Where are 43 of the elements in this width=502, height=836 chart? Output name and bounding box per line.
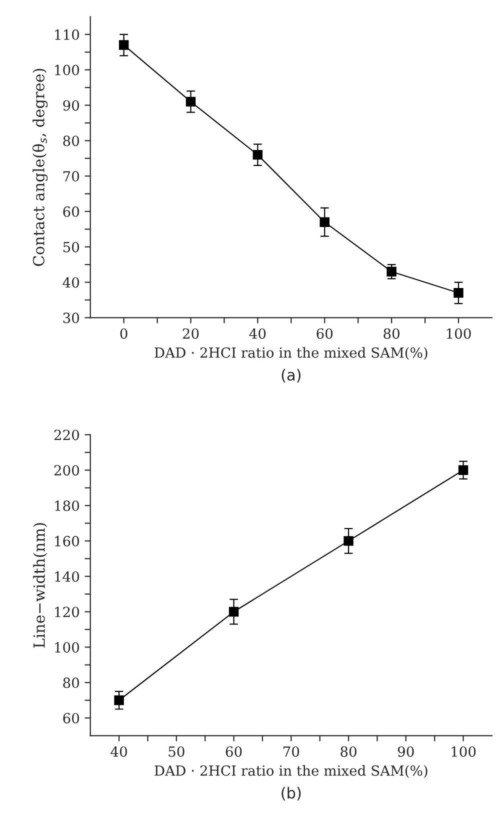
x-tick-label: 90 [398, 746, 414, 757]
y-tick-label: 160 [55, 536, 80, 546]
point [114, 695, 124, 706]
y-tick-label: 140 [55, 571, 80, 582]
x-tick-label: 80 [340, 746, 356, 757]
x-tick-label: 0 [120, 328, 128, 339]
y-tick-label: 200 [54, 465, 80, 476]
y-tick-label: 80 [63, 678, 80, 688]
x-tick-label: 100 [446, 328, 471, 339]
x-tick-label: 20 [182, 328, 199, 339]
text: (b) [282, 786, 301, 800]
x-tick-label: 40 [110, 746, 127, 757]
y-tick-label: 100 [55, 64, 80, 76]
x-tick-label: 100 [452, 746, 476, 757]
y-tick-label: 80 [63, 136, 80, 146]
x-tick-label: 80 [384, 328, 400, 339]
point [344, 536, 354, 546]
y-tick-label: 220 [54, 430, 80, 440]
x-axis-title: DAD · 2HCI ratio in the mixed SAM(%) [154, 347, 428, 360]
point [118, 40, 129, 50]
text: (a) [282, 368, 300, 382]
x-axis-title: DAD · 2HCI ratio in the mixed SAM(%) [154, 765, 428, 778]
y-tick-label: 60 [63, 712, 80, 724]
x-tick-label: 70 [283, 746, 300, 757]
x-tick-label: 60 [226, 746, 242, 757]
x-tick-label: 50 [168, 746, 184, 757]
y-tick-label: 90 [63, 100, 80, 111]
y-tick-label: 60 [63, 206, 80, 217]
y-tick-label: 120 [55, 606, 80, 618]
y-tick-label: 70 [63, 171, 80, 182]
y-axis-title: Line−width(nm) [33, 523, 48, 648]
y-tick-label: 110 [55, 29, 80, 40]
y-tick-label: 50 [63, 242, 80, 252]
point [386, 266, 396, 277]
y-tick-label: 100 [55, 642, 80, 653]
y-tick-label: 180 [55, 500, 80, 512]
x-tick-label: 60 [316, 328, 333, 339]
x-tick-label: 40 [249, 328, 266, 339]
y-tick-label: 30 [63, 312, 80, 324]
point [320, 217, 330, 227]
y-tick-label: 40 [62, 277, 80, 288]
y-axis-title: Contact angle(θ$_{s}$, degree) [32, 68, 48, 266]
point [454, 288, 464, 298]
